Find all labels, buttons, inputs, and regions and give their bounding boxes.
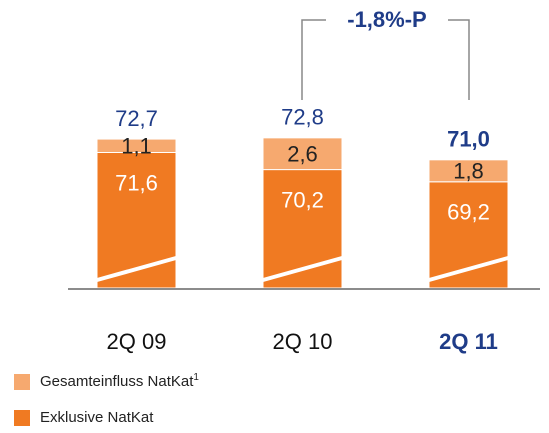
annotation: -1,8%-P — [347, 7, 426, 32]
legend-name: Gesamteinfluss NatKat — [40, 373, 194, 390]
total-label: 72,8 — [281, 105, 324, 130]
legend-label: Exklusive NatKat — [40, 409, 154, 426]
bar-segment — [96, 138, 177, 154]
axis-break — [428, 256, 509, 282]
x-tick-label: 2Q 10 — [273, 329, 333, 354]
legend-label: Gesamteinfluss NatKat1 — [40, 372, 199, 390]
legend-footnote: 1 — [193, 372, 199, 383]
value-label: 69,2 — [447, 200, 490, 225]
total-label: 71,0 — [447, 127, 490, 152]
value-label: 1,8 — [453, 159, 484, 184]
x-tick-label: 2Q 09 — [107, 329, 167, 354]
value-label: 2,6 — [287, 142, 318, 167]
bar-segment — [262, 137, 343, 171]
legend-swatch — [14, 374, 30, 390]
bar-segment — [428, 181, 509, 289]
axis-break — [262, 256, 343, 282]
annotation-bracket — [301, 19, 470, 100]
value-label: 70,2 — [281, 187, 324, 212]
x-tick-label: 2Q 11 — [439, 329, 498, 354]
value-label: 71,6 — [115, 170, 158, 195]
bar-segment — [428, 159, 509, 183]
bar-segment — [96, 152, 177, 289]
total-label: 72,7 — [115, 106, 158, 131]
legend-name: Exklusive NatKat — [40, 409, 154, 426]
axis-break — [96, 256, 177, 282]
value-label: 1,1 — [121, 134, 152, 159]
legend-swatch — [14, 410, 30, 426]
